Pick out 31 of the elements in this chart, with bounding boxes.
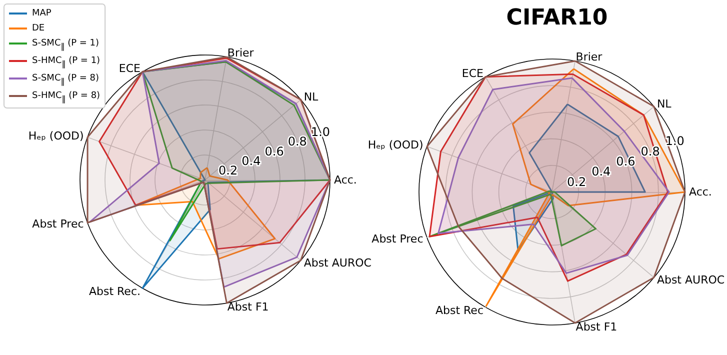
spoke-label: NL <box>656 97 672 110</box>
legend-label: S-HMC‖ (P = 8) <box>32 91 100 104</box>
spoke-label: Hₑₚ (OOD) <box>28 129 84 142</box>
spoke-label: Abst AUROC <box>304 256 372 270</box>
legend-label: S-SMC‖ (P = 8) <box>32 74 100 86</box>
legend-label: S-SMC‖ (P = 1) <box>32 38 100 51</box>
spoke-label: Acc. <box>334 174 357 186</box>
spoke-label: Abst Rec. <box>88 285 140 298</box>
spoke-label: Brier <box>227 46 254 60</box>
y-tick-label: 0.2 <box>567 174 586 189</box>
spoke-label: Acc. <box>689 186 712 198</box>
y-tick-label: 0.4 <box>592 164 611 179</box>
legend-label: S-HMC‖ (P = 1) <box>32 56 100 68</box>
spoke-label: ECE <box>118 62 141 75</box>
spoke-label: Abst Rec <box>435 304 484 318</box>
spoke-label: Brier <box>576 50 603 64</box>
spoke-label: Abst AUROC <box>656 274 725 287</box>
y-tick-label: 0.4 <box>242 154 261 168</box>
y-tick-label: 0.2 <box>218 163 238 178</box>
spoke-label: Abst F1 <box>227 300 269 314</box>
spoke-label: Hₑₚ (OOD) <box>368 138 424 152</box>
spoke-label: Abst Prec <box>372 232 424 246</box>
legend-label: DE <box>32 24 45 34</box>
spoke-label: ECE <box>462 66 484 80</box>
spoke-label: Abst Prec <box>32 218 84 231</box>
y-tick-label: 0.8 <box>288 134 307 149</box>
legend-label: MAP <box>32 8 52 18</box>
spoke-label: NL <box>304 90 320 104</box>
spoke-label: Abst F1 <box>576 320 618 334</box>
y-tick-label: 0.6 <box>264 144 284 158</box>
chart-title: CIFAR10 <box>506 6 608 30</box>
